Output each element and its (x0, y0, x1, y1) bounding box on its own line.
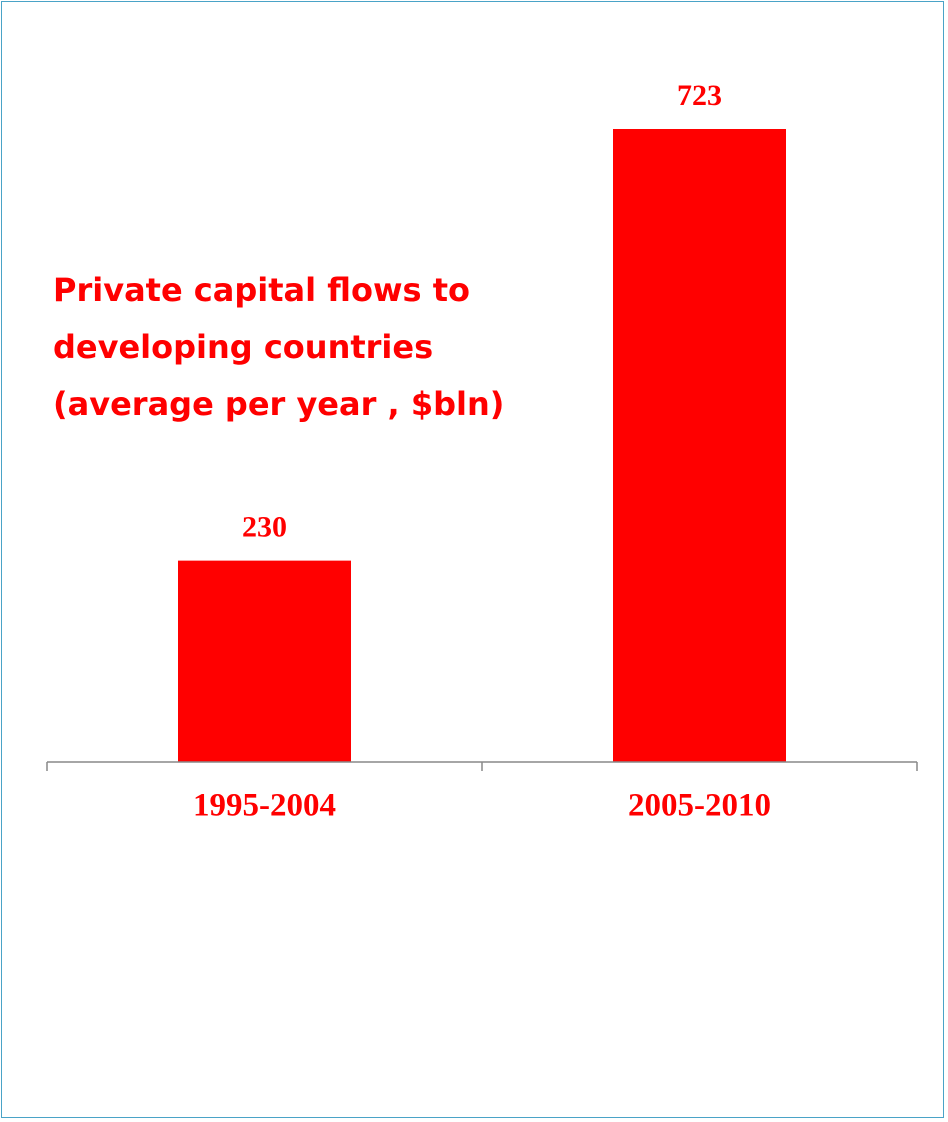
chart-title: Private capital flows to developing coun… (53, 271, 505, 423)
bar-1 (178, 560, 351, 762)
data-label-2: 723 (677, 79, 722, 112)
x-tick-label-2: 2005-2010 (628, 788, 771, 824)
x-tick-label-1: 1995-2004 (193, 788, 336, 824)
bar-2 (613, 129, 786, 762)
data-label-1: 230 (242, 511, 287, 544)
